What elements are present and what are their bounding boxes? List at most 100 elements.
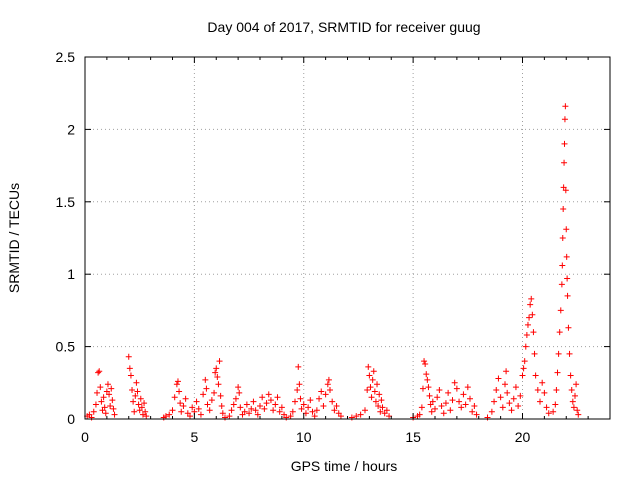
data-point (569, 398, 576, 405)
data-point (217, 392, 224, 399)
data-point (90, 408, 97, 415)
data-point (369, 376, 376, 383)
data-point (484, 414, 491, 421)
data-point (324, 381, 331, 388)
data-point (434, 394, 441, 401)
y-tick-label: 1 (67, 266, 75, 282)
data-point (377, 408, 384, 415)
data-point (562, 103, 569, 110)
data-point (563, 253, 570, 260)
data-point (171, 394, 178, 401)
data-point (307, 397, 314, 404)
y-tick-label: 0.5 (56, 339, 76, 355)
data-point (297, 395, 304, 402)
data-point (419, 385, 426, 392)
data-point (243, 401, 250, 408)
data-point (564, 275, 571, 282)
plot-frame (84, 56, 611, 420)
data-point (237, 404, 244, 411)
data-point (322, 391, 329, 398)
y-tick-labels: 0 0.5 1 1.5 2 2.5 (56, 49, 76, 427)
data-point (96, 368, 103, 375)
x-axis-label: GPS time / hours (291, 458, 398, 474)
data-point (133, 379, 140, 386)
data-point (203, 385, 210, 392)
data-point (305, 404, 312, 411)
data-point (313, 407, 320, 414)
data-point (283, 414, 290, 421)
data-point (560, 206, 567, 213)
data-point (541, 389, 548, 396)
data-point (208, 397, 215, 404)
chart-title: Day 004 of 2017, SRMTID for receiver guu… (207, 19, 480, 35)
data-point (109, 397, 116, 404)
data-point (566, 350, 573, 357)
data-point (230, 401, 237, 408)
data-point (125, 353, 132, 360)
y-tick-label: 2 (67, 121, 75, 137)
data-point (135, 401, 142, 408)
data-point (471, 402, 478, 409)
data-point (527, 301, 534, 308)
data-point (371, 388, 378, 395)
data-point (429, 398, 436, 405)
data-point (447, 407, 454, 414)
data-point (295, 363, 302, 370)
data-point (287, 413, 294, 420)
data-point (557, 307, 564, 314)
data-point (248, 405, 255, 412)
data-point (528, 295, 535, 302)
data-point (379, 404, 386, 411)
data-point (193, 398, 200, 405)
data-point (376, 391, 383, 398)
data-point (178, 408, 185, 415)
data-point (531, 350, 538, 357)
data-point (495, 375, 502, 382)
data-point (162, 413, 169, 420)
data-point (259, 394, 266, 401)
data-point (202, 376, 209, 383)
data-point (92, 401, 99, 408)
data-point (254, 411, 261, 418)
x-tick-label: 0 (81, 429, 89, 445)
data-point (215, 381, 222, 388)
data-point (467, 395, 473, 402)
data-point (327, 387, 333, 394)
data-point (318, 388, 325, 395)
data-point (204, 401, 211, 408)
data-point (166, 411, 173, 418)
data-point (428, 408, 435, 415)
y-tick-label: 0 (67, 411, 75, 427)
data-point (214, 374, 221, 381)
data-point (506, 400, 513, 407)
data-point (545, 410, 552, 417)
data-point (575, 411, 582, 418)
data-point (530, 329, 537, 336)
data-point (563, 226, 570, 233)
data-point (378, 397, 385, 404)
data-point (235, 384, 242, 391)
data-point (222, 414, 228, 421)
data-point (300, 401, 307, 408)
data-point (488, 408, 495, 415)
data-point (565, 324, 572, 331)
data-point (97, 384, 104, 391)
data-point (292, 398, 298, 405)
data-point (226, 413, 233, 420)
axis-ticks (84, 56, 610, 420)
data-point (263, 400, 270, 407)
data-point (218, 402, 225, 409)
data-point (567, 372, 574, 379)
data-point (236, 389, 243, 396)
data-point (460, 391, 467, 398)
data-point (365, 363, 372, 370)
data-point (517, 392, 524, 399)
data-point (416, 411, 423, 418)
data-point (174, 378, 181, 385)
data-point (333, 402, 340, 409)
data-point (456, 398, 463, 405)
data-point (497, 394, 504, 401)
data-point (298, 405, 305, 412)
data-point (559, 235, 566, 241)
data-point (108, 385, 115, 392)
